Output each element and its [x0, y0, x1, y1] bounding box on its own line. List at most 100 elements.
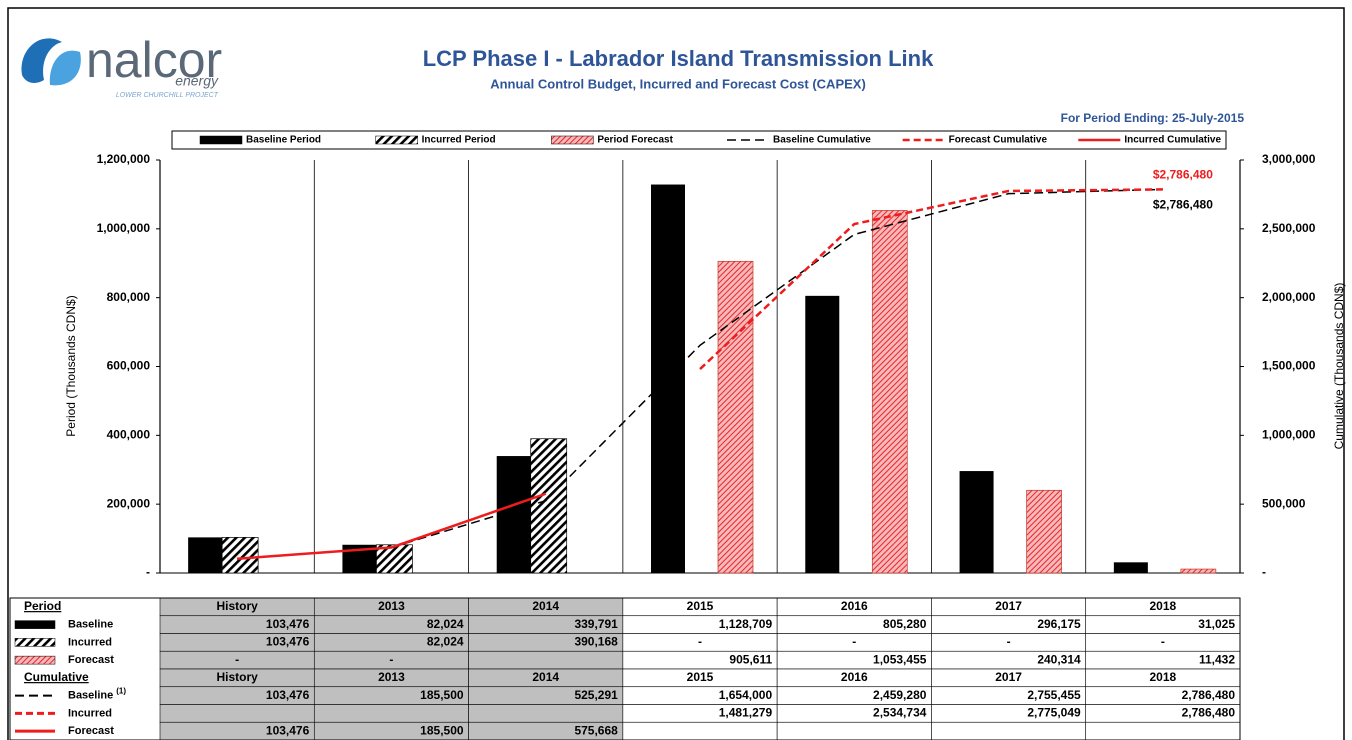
logo-mark: [21, 38, 62, 83]
table-value: 103,476: [266, 688, 310, 702]
logo-project: LOWER CHURCHILL PROJECT: [116, 92, 219, 99]
table-cell: [468, 704, 624, 723]
bar: [651, 184, 685, 573]
y2-tick-label: 500,000: [1262, 496, 1306, 510]
table-column-header: 2015: [687, 670, 714, 684]
table-value: 103,476: [266, 723, 310, 737]
cumulative-line: [237, 492, 547, 561]
table-value: 2,786,480: [1182, 706, 1236, 720]
y-tick-label: 1,000,000: [97, 221, 151, 235]
table-value: 805,280: [883, 617, 927, 631]
table-cell: [776, 721, 932, 740]
table-footnote-mark: (1): [116, 687, 126, 696]
chart-subtitle: Annual Control Budget, Incurred and Fore…: [490, 76, 866, 91]
legend-swatch: [551, 135, 594, 145]
table-value: 575,668: [574, 723, 618, 737]
table-column-header: 2013: [378, 670, 405, 684]
legend-box: [171, 130, 1227, 150]
table-value: -: [389, 652, 393, 666]
table-value: 240,314: [1037, 652, 1081, 666]
table-value: 185,500: [420, 723, 464, 737]
table-row-icon: [14, 638, 56, 647]
logo-mark: [49, 50, 81, 86]
table-value: -: [1161, 635, 1165, 649]
table-row-icon: [14, 655, 56, 665]
table-column-header: History: [216, 670, 258, 684]
table-row-label: Forecast: [68, 654, 114, 666]
table-column-header: 2017: [995, 670, 1022, 684]
table-value: 82,024: [427, 617, 464, 631]
logo: nalcor energy LOWER CHURCHILL PROJECT: [21, 32, 222, 99]
table-value: 82,024: [427, 635, 464, 649]
bar: [1026, 489, 1062, 574]
table-column-header: 2014: [532, 670, 559, 684]
table-row-label: Incurred: [68, 636, 112, 648]
table-value: 296,175: [1037, 617, 1081, 631]
table-row-label: Baseline: [68, 690, 113, 702]
y2-tick-label: 2,000,000: [1262, 290, 1316, 304]
table-column-header: 2018: [1150, 670, 1177, 684]
bar: [805, 295, 840, 573]
y2-tick-label: -: [1262, 565, 1266, 579]
table-value: 103,476: [266, 617, 310, 631]
logo-tagline: energy: [175, 73, 219, 89]
page-frame: [7, 7, 1345, 740]
table-column-header: 2016: [841, 670, 868, 684]
bar: [959, 471, 994, 573]
y-tick-label: 800,000: [107, 290, 151, 304]
bar: [1180, 568, 1217, 574]
table-value: 1,053,455: [873, 652, 927, 666]
legend-label: Period Forecast: [597, 135, 673, 146]
table-cell: [622, 721, 778, 740]
table-value: 525,291: [574, 688, 618, 702]
table-column-header: 2016: [841, 599, 868, 613]
table-value: 2,534,734: [873, 706, 927, 720]
table-column-header: 2018: [1150, 599, 1177, 613]
legend-label: Baseline Period: [246, 135, 321, 146]
table-value: 185,500: [420, 688, 464, 702]
table-column-header: 2013: [378, 599, 405, 613]
chart-title: LCP Phase I - Labrador Island Transmissi…: [423, 46, 934, 71]
table-column-header: 2015: [687, 599, 714, 613]
table-row-label: Incurred: [68, 707, 112, 719]
table-column-header: 2014: [532, 599, 559, 613]
logo-name: nalcor: [86, 32, 222, 88]
table-section-header: Cumulative: [24, 670, 89, 684]
table-cell: [313, 704, 469, 723]
y2-tick-label: 1,500,000: [1262, 359, 1316, 373]
table-frame: [9, 597, 1241, 740]
table-value: 11,432: [1199, 652, 1235, 666]
annotation: $2,786,480: [1153, 168, 1213, 182]
table-value: -: [852, 635, 856, 649]
table-value: 905,611: [729, 652, 772, 666]
y2-axis-label: Cumulative (Thousands CDN$): [1332, 283, 1346, 450]
bar: [188, 537, 223, 573]
table-value: 2,459,280: [873, 688, 927, 702]
table-value: 1,128,709: [719, 617, 773, 631]
legend-label: Incurred Cumulative: [1124, 135, 1221, 146]
table-value: -: [235, 652, 239, 666]
cumulative-line: [699, 188, 1163, 370]
legend-label: Incurred Period: [422, 135, 496, 146]
table-value: 2,755,455: [1027, 688, 1081, 702]
table-value: 31,025: [1198, 617, 1235, 631]
table-value: 339,791: [574, 617, 618, 631]
bar: [530, 438, 568, 574]
legend-swatch: [375, 135, 418, 145]
period-note: For Period Ending: 25-July-2015: [1061, 111, 1245, 125]
table-row-label: Baseline: [68, 619, 113, 631]
y-tick-label: -: [146, 565, 150, 579]
annotation: $2,786,480: [1153, 198, 1213, 212]
table-cell: [468, 650, 624, 670]
bar: [871, 210, 908, 574]
y2-tick-label: 2,500,000: [1262, 221, 1316, 235]
table-value: 390,168: [574, 635, 618, 649]
table-value: 1,654,000: [719, 688, 773, 702]
table-row-icon: [14, 620, 56, 629]
table-cell: [931, 721, 1087, 740]
table-value: -: [698, 635, 702, 649]
bar: [376, 544, 413, 574]
y-axis-label: Period (Thousands CDN$): [64, 295, 78, 436]
table-section-header: Period: [24, 599, 61, 613]
